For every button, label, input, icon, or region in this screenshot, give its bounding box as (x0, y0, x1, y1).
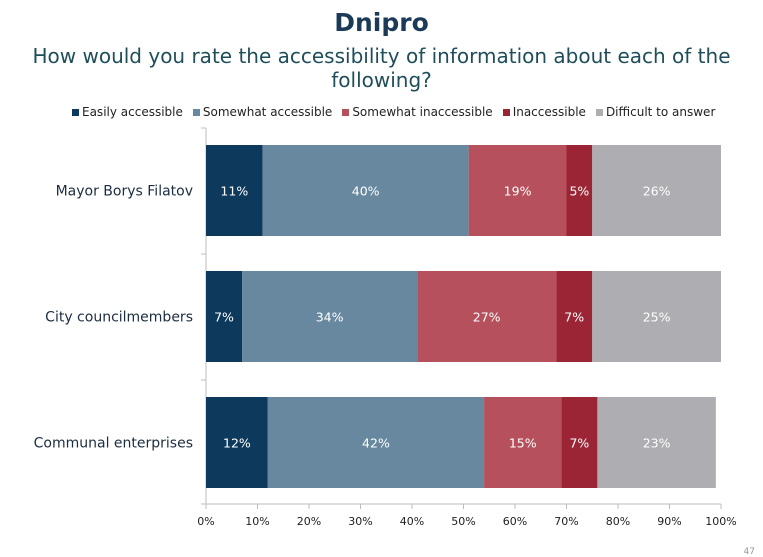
x-tick-label: 0% (197, 515, 214, 528)
legend-label: Difficult to answer (605, 105, 716, 119)
legend-item-inaccessible: Inaccessible (502, 104, 586, 120)
data-label: 40% (352, 184, 380, 199)
page-number: 47 (743, 547, 755, 557)
bar-segment-easily-accessible (206, 271, 243, 362)
bar-segment-difficult-to-answer (592, 271, 721, 362)
data-label: 7% (214, 310, 234, 325)
legend-item-somewhat-accessible: Somewhat accessible (192, 104, 333, 120)
bar-segment-difficult-to-answer (592, 145, 721, 236)
category-label: City councilmembers (45, 310, 193, 326)
legend-item-easily-accessible: Easily accessible (72, 104, 183, 120)
bar-segment-somewhat-inaccessible (417, 271, 557, 362)
x-tick-label: 70% (554, 515, 578, 528)
data-label: 7% (569, 436, 589, 451)
data-label: 42% (362, 436, 390, 451)
legend-label: Inaccessible (512, 105, 586, 119)
data-label: 34% (316, 310, 344, 325)
bar-segment-somewhat-inaccessible (468, 145, 567, 236)
legend-swatch (192, 108, 200, 116)
legend-swatch (342, 108, 350, 116)
bar-segment-somewhat-accessible (262, 145, 469, 236)
legend-label: Easily accessible (82, 105, 183, 119)
data-label: 23% (643, 436, 671, 451)
data-label: 25% (643, 310, 671, 325)
data-label: 5% (569, 184, 589, 199)
x-tick-label: 40% (400, 515, 424, 528)
bar-segment-inaccessible (566, 145, 593, 236)
legend-swatch (72, 108, 79, 116)
chart-subtitle: How would you rate the accessibility of … (32, 44, 731, 92)
bar-segment-somewhat-accessible (267, 397, 485, 488)
category-label: Communal enterprises (34, 436, 193, 452)
category-label: Mayor Borys Filatov (56, 184, 193, 200)
bar-segment-somewhat-inaccessible (484, 397, 562, 488)
bar-segment-somewhat-accessible (242, 271, 418, 362)
bar-segment-inaccessible (561, 397, 598, 488)
bar-segment-difficult-to-answer (597, 397, 716, 488)
data-label: 15% (509, 436, 537, 451)
x-tick-label: 100% (705, 515, 736, 528)
data-label: 7% (564, 310, 584, 325)
x-tick-label: 30% (348, 515, 372, 528)
data-label: 26% (643, 184, 671, 199)
x-tick-label: 80% (606, 515, 630, 528)
x-tick-label: 90% (657, 515, 681, 528)
chart-legend: Easily accessible Somewhat accessible Some… (72, 104, 715, 120)
data-label: 27% (473, 310, 501, 325)
legend-item-difficult-to-answer: Difficult to answer (595, 104, 716, 120)
legend-swatch (502, 108, 510, 116)
legend-label: Somewhat accessible (202, 105, 333, 119)
bar-segment-easily-accessible (206, 145, 263, 236)
data-label: 11% (220, 184, 248, 199)
data-label: 19% (504, 184, 532, 199)
legend-item-somewhat-inaccessible: Somewhat inaccessible (342, 104, 493, 120)
legend-label: Somewhat inaccessible (352, 105, 493, 119)
x-tick-label: 50% (451, 515, 475, 528)
bar-segment-easily-accessible (206, 397, 268, 488)
data-label: 12% (223, 436, 251, 451)
chart-title: Dnipro (334, 8, 429, 37)
x-tick-label: 10% (245, 515, 269, 528)
legend-swatch (595, 108, 603, 116)
x-tick-label: 20% (297, 515, 321, 528)
x-tick-label: 60% (503, 515, 527, 528)
bar-segment-inaccessible (556, 271, 593, 362)
